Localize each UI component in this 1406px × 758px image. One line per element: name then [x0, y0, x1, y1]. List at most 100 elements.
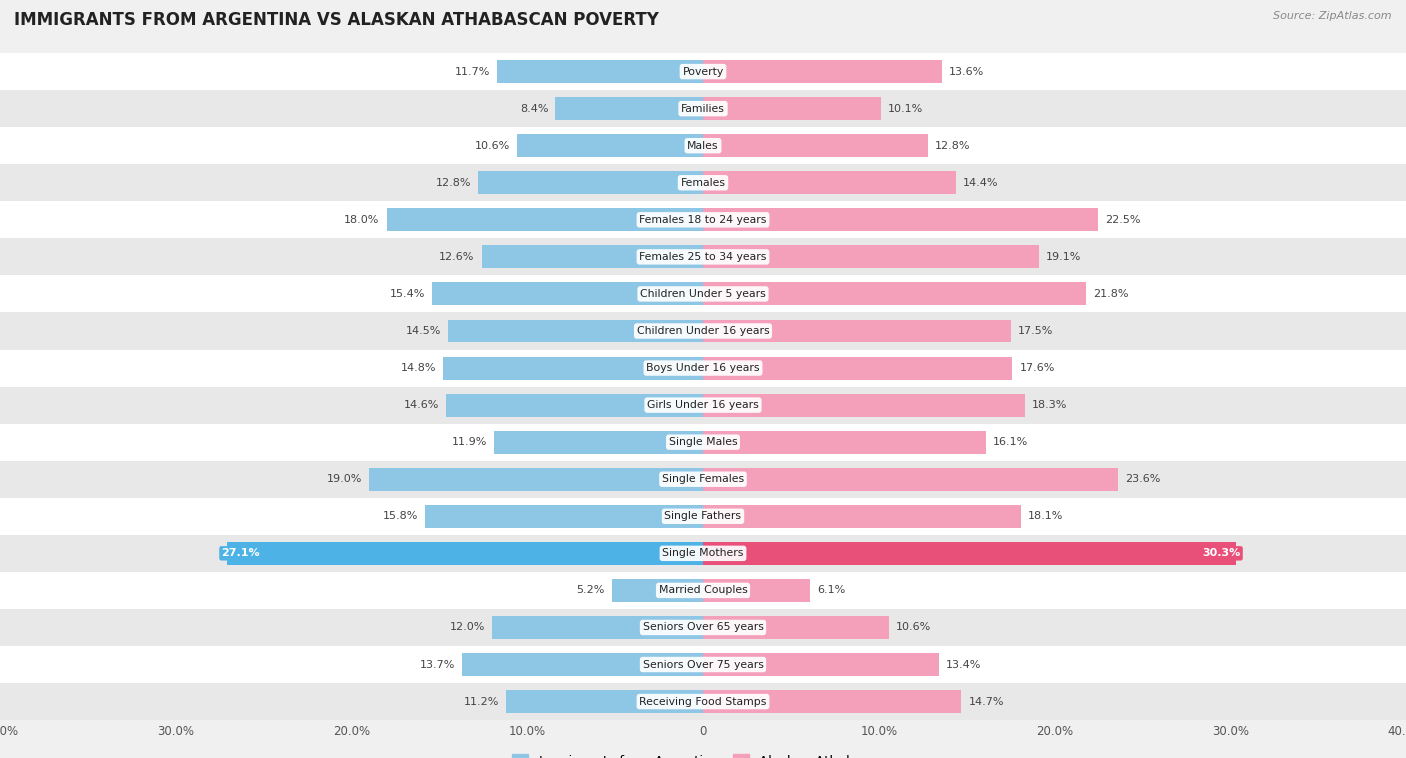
- Bar: [0, 609, 1406, 646]
- Text: 14.4%: 14.4%: [963, 178, 998, 188]
- Bar: [703, 468, 1118, 490]
- Text: 18.3%: 18.3%: [1032, 400, 1067, 410]
- Text: 11.7%: 11.7%: [456, 67, 491, 77]
- Bar: [494, 431, 703, 453]
- Text: Single Fathers: Single Fathers: [665, 512, 741, 522]
- Bar: [0, 683, 1406, 720]
- Bar: [703, 690, 962, 713]
- Bar: [703, 616, 889, 639]
- Text: 8.4%: 8.4%: [520, 104, 548, 114]
- Bar: [0, 202, 1406, 238]
- Text: 12.6%: 12.6%: [439, 252, 475, 262]
- Bar: [703, 356, 1012, 380]
- Text: 30.3%: 30.3%: [1202, 548, 1240, 559]
- Bar: [703, 246, 1039, 268]
- Bar: [0, 535, 1406, 572]
- Bar: [703, 320, 1011, 343]
- Bar: [703, 579, 810, 602]
- Bar: [0, 164, 1406, 202]
- Text: Children Under 16 years: Children Under 16 years: [637, 326, 769, 336]
- Bar: [703, 60, 942, 83]
- Text: 16.1%: 16.1%: [993, 437, 1028, 447]
- Bar: [463, 653, 703, 676]
- Bar: [447, 393, 703, 417]
- Text: 10.6%: 10.6%: [897, 622, 932, 632]
- Bar: [703, 283, 1087, 305]
- Bar: [387, 208, 703, 231]
- Text: 13.4%: 13.4%: [945, 659, 981, 669]
- Bar: [0, 387, 1406, 424]
- Text: 18.0%: 18.0%: [344, 215, 380, 225]
- Bar: [703, 431, 986, 453]
- Text: 22.5%: 22.5%: [1105, 215, 1140, 225]
- Text: 14.6%: 14.6%: [404, 400, 439, 410]
- Bar: [703, 393, 1025, 417]
- Text: Children Under 5 years: Children Under 5 years: [640, 289, 766, 299]
- Text: Receiving Food Stamps: Receiving Food Stamps: [640, 697, 766, 706]
- Text: 10.1%: 10.1%: [887, 104, 922, 114]
- Bar: [703, 134, 928, 157]
- Bar: [0, 238, 1406, 275]
- Text: Source: ZipAtlas.com: Source: ZipAtlas.com: [1274, 11, 1392, 21]
- Bar: [612, 579, 703, 602]
- Text: 13.7%: 13.7%: [420, 659, 456, 669]
- Bar: [478, 171, 703, 194]
- Bar: [481, 246, 703, 268]
- Bar: [498, 60, 703, 83]
- Text: 5.2%: 5.2%: [576, 585, 605, 595]
- Text: 11.9%: 11.9%: [451, 437, 486, 447]
- Bar: [0, 572, 1406, 609]
- Text: Girls Under 16 years: Girls Under 16 years: [647, 400, 759, 410]
- Text: Single Mothers: Single Mothers: [662, 548, 744, 559]
- Text: Females 25 to 34 years: Females 25 to 34 years: [640, 252, 766, 262]
- Bar: [0, 312, 1406, 349]
- Text: 15.8%: 15.8%: [382, 512, 419, 522]
- Text: 10.6%: 10.6%: [474, 141, 510, 151]
- Text: 13.6%: 13.6%: [949, 67, 984, 77]
- Bar: [0, 646, 1406, 683]
- Bar: [0, 90, 1406, 127]
- Text: 15.4%: 15.4%: [389, 289, 425, 299]
- Text: 11.2%: 11.2%: [464, 697, 499, 706]
- Text: Single Males: Single Males: [669, 437, 737, 447]
- Bar: [703, 208, 1098, 231]
- Text: 14.5%: 14.5%: [406, 326, 441, 336]
- Text: Poverty: Poverty: [682, 67, 724, 77]
- Bar: [703, 171, 956, 194]
- Bar: [517, 134, 703, 157]
- Text: 27.1%: 27.1%: [222, 548, 260, 559]
- Text: Single Females: Single Females: [662, 475, 744, 484]
- Text: IMMIGRANTS FROM ARGENTINA VS ALASKAN ATHABASCAN POVERTY: IMMIGRANTS FROM ARGENTINA VS ALASKAN ATH…: [14, 11, 659, 30]
- Bar: [0, 424, 1406, 461]
- Bar: [443, 356, 703, 380]
- Text: 6.1%: 6.1%: [817, 585, 845, 595]
- Text: 12.8%: 12.8%: [436, 178, 471, 188]
- Bar: [0, 127, 1406, 164]
- Text: Families: Families: [681, 104, 725, 114]
- Text: 23.6%: 23.6%: [1125, 475, 1160, 484]
- Text: 17.5%: 17.5%: [1018, 326, 1053, 336]
- Text: 18.1%: 18.1%: [1028, 512, 1063, 522]
- Bar: [433, 283, 703, 305]
- Text: 14.8%: 14.8%: [401, 363, 436, 373]
- Bar: [0, 349, 1406, 387]
- Bar: [0, 461, 1406, 498]
- Text: 21.8%: 21.8%: [1094, 289, 1129, 299]
- Text: Females 18 to 24 years: Females 18 to 24 years: [640, 215, 766, 225]
- Bar: [555, 97, 703, 120]
- Text: 14.7%: 14.7%: [969, 697, 1004, 706]
- Bar: [0, 275, 1406, 312]
- Bar: [506, 690, 703, 713]
- Text: Boys Under 16 years: Boys Under 16 years: [647, 363, 759, 373]
- Bar: [0, 53, 1406, 90]
- Bar: [703, 505, 1021, 528]
- Text: 19.1%: 19.1%: [1046, 252, 1081, 262]
- Bar: [0, 498, 1406, 535]
- Text: 17.6%: 17.6%: [1019, 363, 1054, 373]
- Legend: Immigrants from Argentina, Alaskan Athabascan: Immigrants from Argentina, Alaskan Athab…: [508, 749, 898, 758]
- Bar: [703, 542, 1236, 565]
- Bar: [703, 97, 880, 120]
- Bar: [703, 653, 939, 676]
- Bar: [368, 468, 703, 490]
- Text: Females: Females: [681, 178, 725, 188]
